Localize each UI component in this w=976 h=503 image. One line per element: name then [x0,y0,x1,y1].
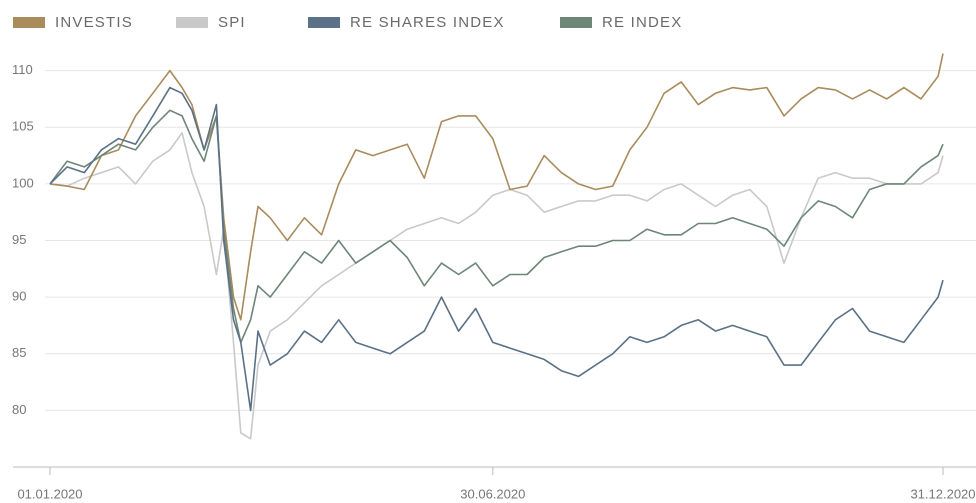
y-tick-label: 100 [12,175,34,190]
legend-swatch [176,17,208,28]
series-line [49,132,944,440]
y-tick-label: 80 [12,402,26,417]
legend-label: INVESTIS [55,14,133,31]
legend-label: RE INDEX [602,14,682,31]
x-tick-label: 31.12.2020 [910,486,975,501]
series-line [49,86,944,412]
legend-swatch [308,17,340,28]
x-tick-label: 01.01.2020 [17,486,82,501]
y-tick-label: 110 [12,62,33,77]
legend-label: SPI [218,14,246,31]
y-tick-label: 85 [12,345,26,360]
series-line [49,53,944,321]
legend-swatch [13,17,45,28]
y-tick-label: 95 [12,232,26,247]
legend-swatch [560,17,592,28]
x-tick-label: 30.06.2020 [460,486,525,501]
y-tick-label: 90 [12,289,26,304]
y-tick-label: 105 [12,119,34,134]
legend-label: RE SHARES INDEX [350,14,505,31]
series-line [49,109,944,344]
